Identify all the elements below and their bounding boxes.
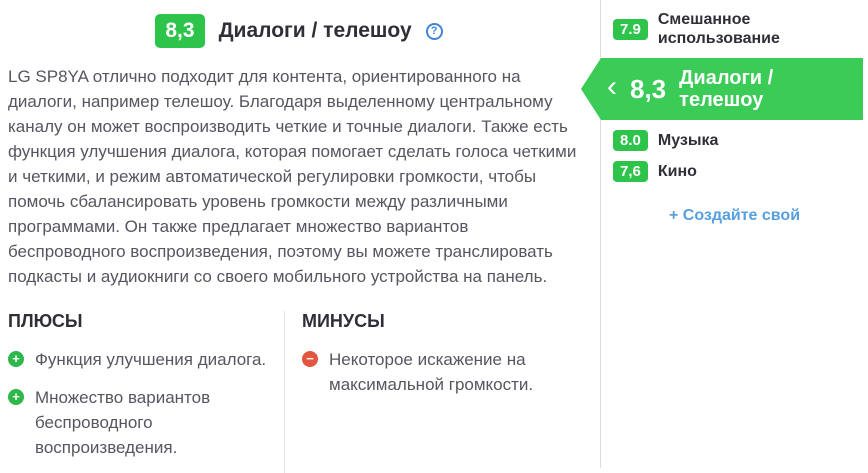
sidebar-item-movies[interactable]: 7,6 Кино	[601, 156, 868, 187]
pros-column: ПЛЮСЫ + Функция улучшения диалога. + Мно…	[8, 311, 285, 473]
cons-item: − Некоторое искажение на максимальной гр…	[302, 347, 590, 397]
help-icon[interactable]: ?	[425, 22, 443, 40]
pros-item-text: Функция улучшения диалога.	[35, 350, 267, 369]
sidebar-item-mixed-usage[interactable]: 7.9 Смешанное использование	[601, 5, 868, 53]
main-content: 8,3 Диалоги / телешоу ? LG SP8YA отлично…	[8, 14, 590, 473]
plus-icon: +	[8, 351, 24, 367]
section-title: Диалоги / телешоу	[218, 19, 412, 42]
sidebar-item-label: Кино	[657, 163, 697, 180]
sidebar-item-dialogue-selected[interactable]: ‹ 8,3 Диалоги / телешоу	[581, 58, 863, 120]
sidebar-item-music[interactable]: 8.0 Музыка	[601, 125, 868, 156]
selected-score: 8,3	[630, 73, 667, 104]
score-badge: 8,3	[155, 14, 205, 48]
cons-title: МИНУСЫ	[302, 311, 385, 331]
score-badge: 7,6	[613, 161, 648, 182]
sidebar-item-label: Музыка	[657, 132, 719, 149]
cons-item-text: Некоторое искажение на максимальной гром…	[329, 350, 534, 394]
pros-item: + Функция улучшения диалога.	[8, 347, 272, 372]
score-badge: 8.0	[613, 130, 648, 151]
description-text: LG SP8YA отлично подходит для контента, …	[8, 67, 577, 286]
pros-item-text: Множество вариантов беспроводного воспро…	[35, 388, 211, 457]
plus-icon: +	[8, 389, 24, 405]
score-badge: 7.9	[613, 18, 648, 40]
sidebar-item-label: Смешанное использование	[657, 11, 780, 47]
score-header: 8,3 Диалоги / телешоу ?	[8, 14, 590, 48]
score-nav-sidebar: 7.9 Смешанное использование ‹ 8,3 Диалог…	[581, 0, 868, 468]
chevron-left-icon: ‹	[607, 70, 617, 103]
create-your-own-link[interactable]: + Создайте свой	[668, 207, 801, 224]
minus-icon: −	[302, 351, 318, 367]
pros-cons-section: ПЛЮСЫ + Функция улучшения диалога. + Мно…	[8, 311, 590, 473]
selected-label: Диалоги / телешоу	[679, 67, 774, 111]
pros-title: ПЛЮСЫ	[8, 311, 83, 331]
cons-column: МИНУСЫ − Некоторое искажение на максимал…	[285, 311, 590, 473]
pros-item: + Множество вариантов беспроводного восп…	[8, 385, 272, 460]
